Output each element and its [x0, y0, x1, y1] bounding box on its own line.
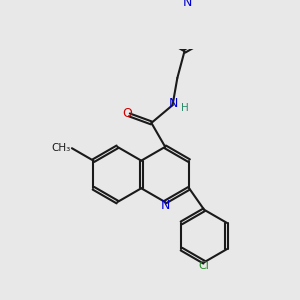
Text: N: N	[160, 199, 170, 212]
Text: O: O	[122, 107, 132, 120]
Text: N: N	[169, 98, 178, 110]
Text: N: N	[182, 0, 192, 9]
Text: CH₃: CH₃	[51, 143, 71, 153]
Text: Cl: Cl	[199, 261, 210, 271]
Text: H: H	[181, 103, 188, 113]
